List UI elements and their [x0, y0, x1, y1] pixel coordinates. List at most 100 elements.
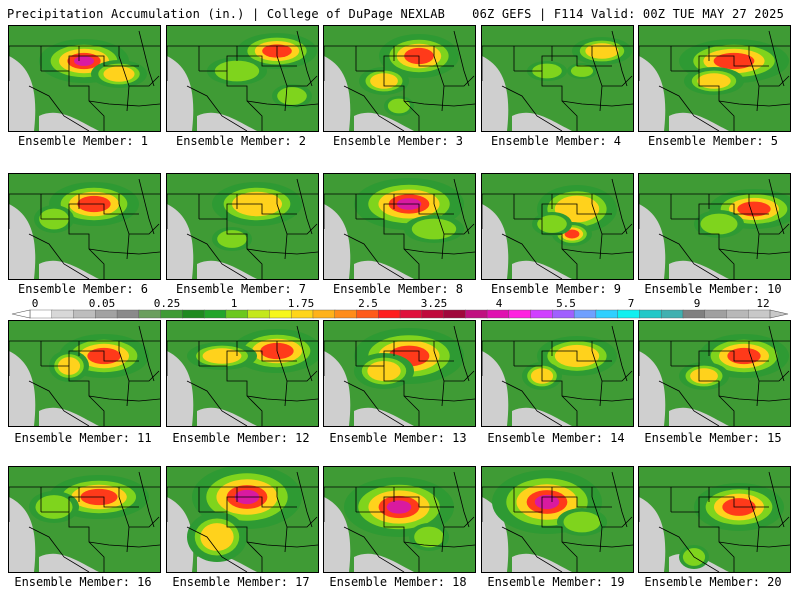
state-border	[561, 395, 633, 402]
ensemble-member-label: Ensemble Member: 1	[17, 134, 149, 148]
state-border	[541, 203, 612, 219]
state-border	[561, 541, 633, 548]
ensemble-map-panel	[8, 320, 161, 427]
precip-contour	[35, 495, 73, 519]
state-border	[138, 30, 155, 87]
precip-contour	[534, 494, 560, 510]
state-border	[118, 350, 130, 407]
precip-map	[482, 321, 633, 426]
colorbar-tick-label: 7	[627, 297, 635, 310]
state-border	[639, 341, 750, 376]
precip-contour	[200, 523, 234, 551]
state-border	[444, 370, 475, 382]
state-border	[453, 471, 470, 528]
state-border	[639, 487, 750, 522]
state-border	[226, 496, 297, 512]
ensemble-map-panel	[481, 466, 634, 573]
state-border	[88, 541, 160, 548]
colorbar-swatch	[682, 309, 706, 319]
colorbar-swatch	[552, 309, 575, 319]
state-border	[433, 203, 445, 260]
precip-contour	[570, 65, 594, 77]
ensemble-member-label: Ensemble Member: 14	[487, 431, 625, 445]
colorbar-swatch	[704, 309, 728, 319]
state-border	[118, 203, 130, 260]
state-border	[343, 85, 405, 131]
ensemble-map-panel	[166, 25, 319, 132]
precip-map	[324, 321, 475, 426]
colorbar-swatch	[203, 309, 227, 319]
light-precip-area	[639, 204, 729, 279]
state-border	[28, 380, 90, 426]
precip-map	[167, 174, 318, 279]
colorbar-swatch	[356, 309, 379, 319]
state-border	[433, 55, 445, 112]
state-border	[561, 100, 633, 107]
colorbar-swatch	[378, 309, 401, 319]
state-border	[296, 178, 313, 235]
state-border	[698, 203, 769, 219]
state-border	[541, 55, 612, 71]
precip-map	[639, 26, 790, 131]
precip-contour	[585, 43, 619, 59]
state-border	[482, 194, 593, 229]
colorbar-swatch	[312, 309, 336, 319]
precip-map	[324, 174, 475, 279]
ensemble-member-label: Ensemble Member: 13	[329, 431, 467, 445]
state-border	[276, 55, 288, 112]
state-border	[403, 248, 475, 255]
colorbar-swatch	[116, 309, 140, 319]
ensemble-member-label: Ensemble Member: 3	[332, 134, 464, 148]
precip-map	[9, 26, 160, 131]
state-border	[698, 496, 769, 512]
colorbar-swatch	[160, 309, 184, 319]
precip-contour	[700, 213, 738, 235]
state-border	[718, 100, 790, 107]
state-border	[324, 487, 435, 522]
state-border	[444, 223, 475, 235]
colorbar-tick-label: 5.5	[556, 297, 576, 310]
state-border	[591, 55, 603, 112]
light-precip-area	[324, 204, 414, 279]
ensemble-map-panel	[638, 173, 791, 280]
state-border	[167, 46, 278, 81]
colorbar-swatch	[95, 309, 118, 319]
colorbar-swatch	[530, 309, 554, 319]
state-border	[482, 341, 593, 376]
state-border	[88, 395, 160, 402]
ensemble-map-panel	[323, 466, 476, 573]
state-border	[658, 526, 720, 572]
light-precip-area	[482, 351, 572, 426]
state-border	[186, 85, 248, 131]
colorbar-swatch	[269, 309, 292, 319]
precip-map	[482, 174, 633, 279]
precip-contour	[217, 230, 247, 248]
state-border	[611, 325, 628, 382]
state-border	[324, 46, 435, 81]
precip-contour	[727, 347, 761, 365]
precip-contour	[563, 511, 601, 533]
state-border	[718, 248, 790, 255]
state-border	[287, 516, 318, 528]
precip-map	[167, 26, 318, 131]
colorbar-swatch	[334, 309, 358, 319]
colorbar-swatch	[138, 309, 162, 319]
ensemble-member-label: Ensemble Member: 12	[172, 431, 310, 445]
state-border	[403, 395, 475, 402]
state-border	[129, 370, 160, 382]
colorbar-tick-label: 1.75	[287, 297, 315, 310]
state-border	[602, 370, 633, 382]
light-precip-area	[9, 497, 99, 572]
precip-contour	[737, 201, 771, 217]
precip-map	[324, 26, 475, 131]
state-border	[501, 233, 563, 279]
ensemble-member-label: Ensemble Member: 15	[644, 431, 782, 445]
state-border	[759, 75, 790, 87]
state-border	[453, 325, 470, 382]
state-border	[748, 55, 760, 112]
state-border	[403, 100, 475, 107]
colorbar-swatch	[508, 309, 532, 319]
light-precip-area	[167, 204, 257, 279]
state-border	[541, 350, 612, 366]
state-border	[296, 471, 313, 528]
